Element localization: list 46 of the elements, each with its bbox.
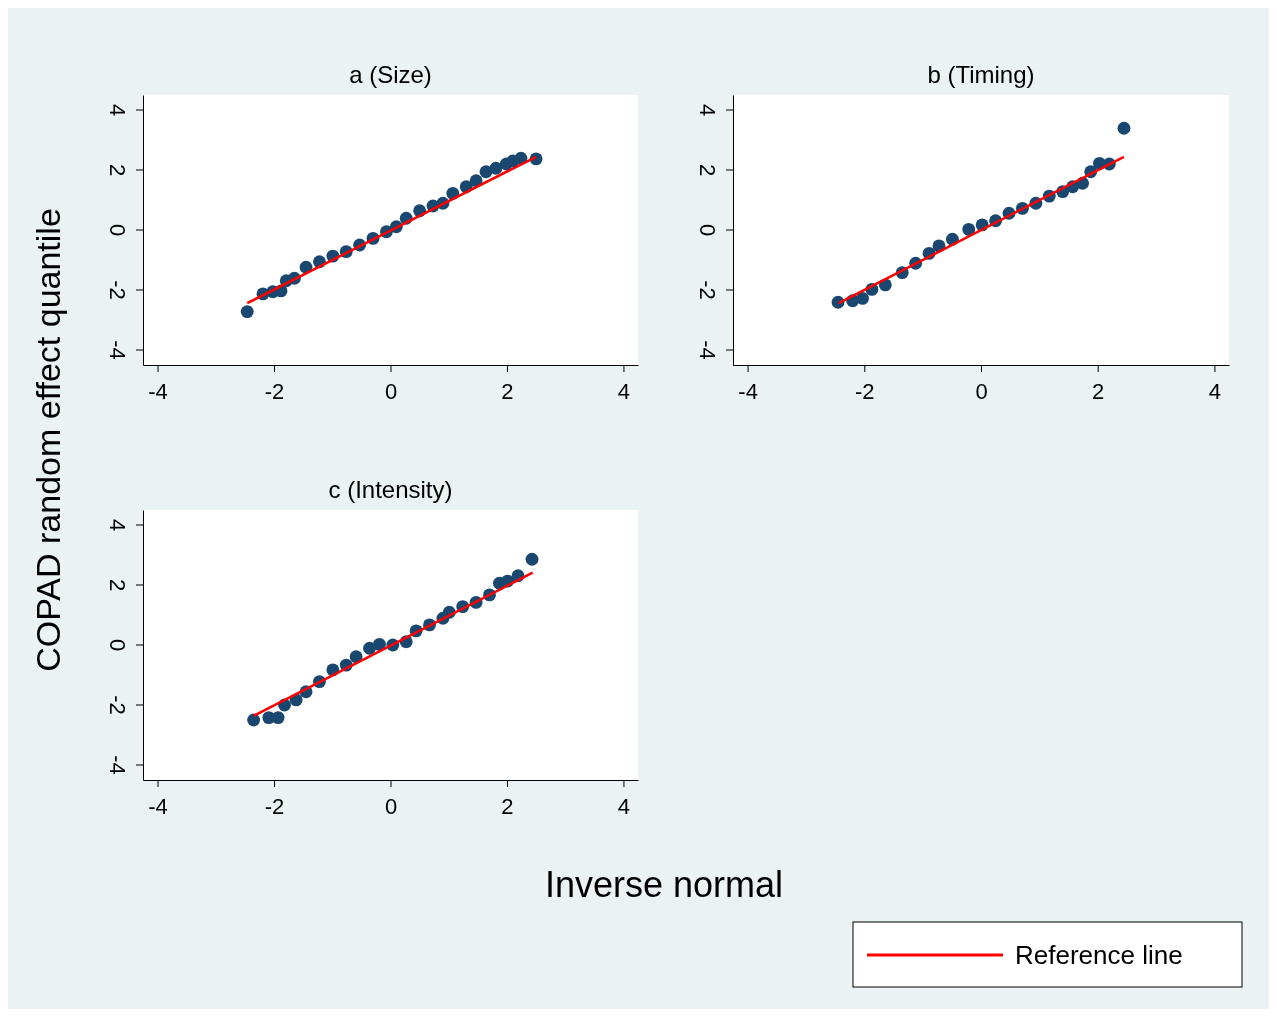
point [962,222,976,236]
x-tick-label: -2 [264,379,285,405]
x-axis-title: Inverse normal [544,864,784,905]
x-tick-label: -4 [738,379,758,405]
x-tick-label: -4 [148,379,168,405]
point [373,637,386,651]
x-tick-label: 4 [617,794,631,820]
point [489,161,503,175]
x-tick-label: 4 [617,379,631,405]
y-tick-label: 4 [105,103,131,117]
y-tick-label: 0 [105,223,131,237]
text: Reference line [1015,940,1183,970]
point [247,713,261,727]
y-tick-label: 2 [105,163,131,177]
y-tick-label: -2 [105,280,131,300]
x-tick-label: -4 [148,794,168,820]
x-tick-label: -2 [264,794,285,820]
y-tick-label: -2 [105,695,131,715]
y-tick-label: -2 [695,280,721,300]
y-tick-label: -4 [105,340,131,360]
y-tick-label: -4 [695,340,721,360]
point [1117,121,1131,135]
x-tick-label: 0 [384,379,398,405]
point [349,650,363,664]
y-axis-title: COPAD random effect quantile [29,208,67,672]
y-tick-label: -4 [105,755,131,775]
x-tick-label: 0 [384,794,398,820]
x-tick-label: 2 [501,794,514,820]
point [240,305,254,319]
point [525,552,539,566]
y-tick-label: 2 [695,163,721,177]
point [271,711,285,725]
x-tick-label: 4 [1208,379,1222,405]
chart-title: c (Intensity) [328,476,453,503]
x-tick-label: -2 [855,379,875,405]
y-tick-label: 2 [105,578,131,592]
y-tick-label: 0 [695,223,721,237]
y-tick-label: 0 [105,638,131,652]
point [856,291,869,305]
x-tick-label: 2 [501,379,514,405]
x-tick-label: 0 [975,379,988,405]
chart-title: b (Timing) [927,61,1035,88]
y-tick-label: 4 [105,518,131,532]
y-tick-label: 4 [695,103,721,117]
chart-title: a (Size) [349,61,432,88]
x-tick-label: 2 [1092,379,1105,405]
